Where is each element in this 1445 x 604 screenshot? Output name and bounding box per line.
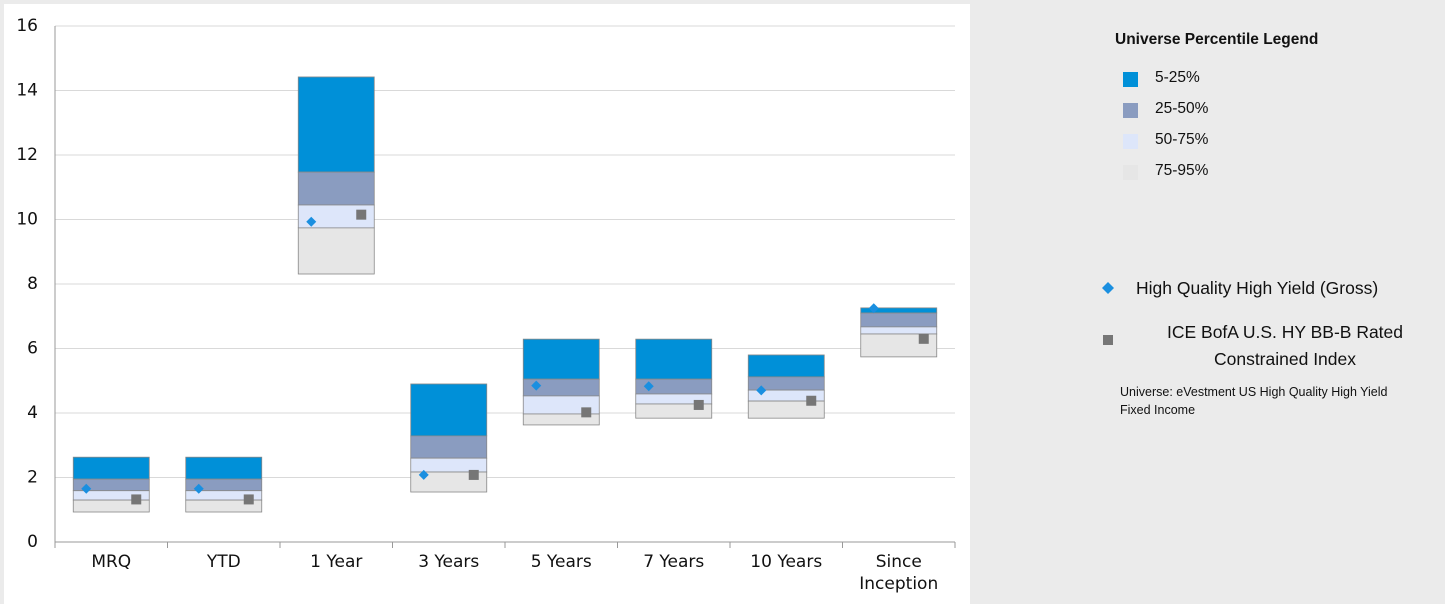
- x-tick-label: 5 Years: [530, 552, 592, 572]
- x-tick-label: Since Inception: [859, 552, 939, 594]
- legend-swatch: [1123, 103, 1138, 118]
- marker-square: [468, 469, 479, 480]
- legend-title: Universe Percentile Legend: [1115, 31, 1319, 48]
- percentile-band: [747, 354, 825, 378]
- percentile-band: [185, 499, 263, 513]
- x-tick-label: 10 Years: [750, 552, 823, 572]
- percentile-band: [297, 227, 375, 275]
- marker-square: [356, 209, 367, 220]
- percentile-band: [860, 333, 938, 358]
- percentile-band: [410, 435, 488, 459]
- marker-diamond: [756, 385, 767, 396]
- legend-swatch: [1123, 72, 1138, 87]
- percentile-band: [747, 400, 825, 419]
- percentile-band: [410, 383, 488, 437]
- marker-diamond: [418, 469, 429, 480]
- marker-diamond: [81, 483, 92, 494]
- x-tick-label: YTD: [206, 552, 241, 572]
- percentile-band: [522, 413, 600, 426]
- marker-diamond: [193, 483, 204, 494]
- y-tick-label: 14: [16, 81, 38, 101]
- percentile-band: [185, 456, 263, 480]
- y-tick-label: 12: [16, 145, 38, 165]
- legend-label: ICE BofA U.S. HY BB-B Rated Constrained …: [1166, 322, 1404, 369]
- legend-swatch: [1123, 134, 1138, 149]
- legend-marker: [1102, 282, 1114, 294]
- percentile-band: [860, 312, 938, 328]
- y-tick-label: 4: [27, 403, 38, 423]
- marker-square: [918, 333, 929, 344]
- y-tick-label: 8: [27, 274, 38, 294]
- legend-label: 75-95%: [1155, 162, 1209, 179]
- legend-swatch: [1123, 165, 1138, 180]
- percentile-band: [410, 471, 488, 493]
- x-tick-label: 1 Year: [310, 552, 363, 572]
- y-tick-label: 6: [27, 339, 38, 359]
- note: Universe: eVestment US High Quality High…: [1120, 385, 1388, 417]
- marker-diamond: [531, 380, 542, 391]
- marker-diamond: [643, 381, 654, 392]
- y-tick-label: 10: [16, 210, 38, 230]
- y-tick-label: 2: [27, 468, 38, 488]
- legend-label: High Quality High Yield (Gross): [1136, 278, 1379, 298]
- marker-square: [243, 494, 254, 505]
- x-tick-label: 7 Years: [643, 552, 705, 572]
- plot-background: [4, 4, 970, 604]
- marker-square: [581, 407, 592, 418]
- legend-label: 50-75%: [1155, 131, 1209, 148]
- marker-diamond: [868, 303, 879, 314]
- x-tick-label: MRQ: [91, 552, 132, 572]
- percentile-band: [635, 403, 713, 419]
- legend-label: 25-50%: [1155, 100, 1209, 117]
- y-tick-label: 16: [16, 16, 38, 36]
- marker-square: [806, 395, 817, 406]
- percentile-band: [72, 499, 150, 513]
- marker-square: [131, 494, 142, 505]
- y-tick-label: 0: [27, 532, 38, 552]
- x-tick-label: 3 Years: [418, 552, 480, 572]
- percentile-band: [297, 171, 375, 206]
- percentile-band: [635, 338, 713, 380]
- marker-diamond: [306, 216, 317, 227]
- percentile-band: [522, 338, 600, 380]
- percentile-band: [860, 326, 938, 335]
- percentile-band: [297, 76, 375, 173]
- percentile-band: [72, 456, 150, 480]
- marker-square: [693, 399, 704, 410]
- legend-marker: [1103, 335, 1113, 345]
- legend-label: 5-25%: [1155, 69, 1200, 86]
